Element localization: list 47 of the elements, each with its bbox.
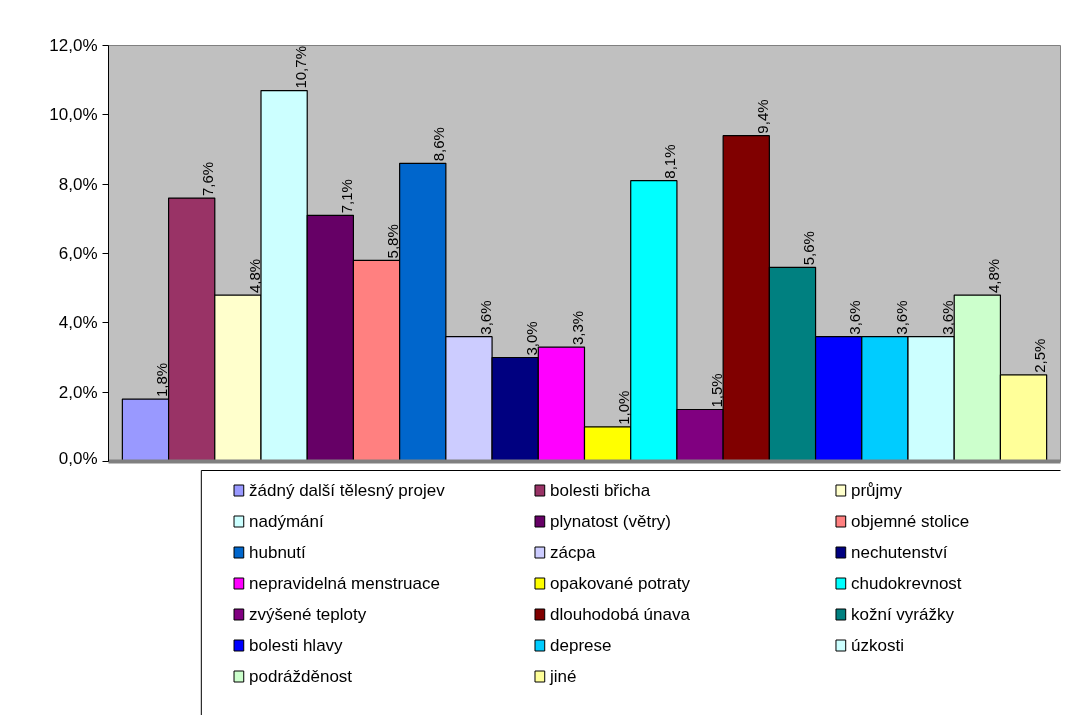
y-tick-label: 2,0%	[58, 382, 98, 402]
legend-label: opakované potraty	[550, 574, 691, 593]
data-label: 4,8%	[984, 258, 1002, 294]
data-label: 10,7%	[291, 46, 309, 89]
data-label: 3,6%	[476, 300, 494, 335]
data-label: 9,4%	[753, 99, 771, 134]
legend-label: podrážděnost	[249, 667, 353, 686]
legend-label: dlouhodobá únava	[550, 605, 691, 624]
legend-label: bolesti břicha	[550, 481, 651, 500]
legend-label: jiné	[549, 667, 577, 686]
data-label: 8,6%	[430, 127, 448, 162]
y-tick-label: 0,0%	[58, 448, 98, 468]
legend-label: bolesti hlavy	[249, 636, 344, 655]
legend-label: žádný další tělesný projev	[249, 481, 446, 500]
y-tick-label: 10,0%	[49, 105, 98, 125]
data-label: 1,5%	[707, 373, 725, 408]
data-label: 3,3%	[569, 310, 587, 346]
data-label: 5,6%	[800, 231, 818, 266]
data-label: 7,6%	[199, 161, 217, 197]
legend-label: průjmy	[851, 481, 903, 500]
legend-label: deprese	[550, 636, 612, 655]
data-label: 3,6%	[938, 300, 956, 335]
data-label: 2,5%	[1031, 338, 1049, 373]
data-label: 4,8%	[245, 258, 263, 294]
y-tick-label: 4,0%	[58, 313, 98, 333]
legend-label: nepravidelná menstruace	[249, 574, 440, 593]
legend-label: chudokrevnost	[851, 574, 962, 593]
data-label: 3,0%	[522, 321, 540, 356]
legend-label: zácpa	[550, 543, 596, 562]
data-label: 3,6%	[892, 300, 910, 335]
legend-label: nechutenství	[851, 543, 948, 562]
y-tick-label: 12,0%	[49, 36, 98, 55]
legend-label: objemné stolice	[851, 512, 970, 531]
data-label: 5,8%	[384, 224, 402, 259]
legend-label: hubnutí	[249, 543, 307, 562]
y-tick-label: 6,0%	[58, 244, 98, 263]
data-label: 1,8%	[153, 362, 171, 398]
data-label: 7,1%	[338, 179, 355, 214]
y-tick-label: 8,0%	[58, 174, 98, 194]
legend-label: kožní vyrážky	[851, 605, 955, 624]
legend-label: nadýmání	[249, 512, 324, 531]
data-label: 1,0%	[615, 390, 633, 425]
legend-label: plynatost (větry)	[550, 512, 671, 531]
data-label: 3,6%	[846, 300, 864, 335]
data-label: 8,1%	[661, 144, 679, 179]
legend-label: zvýšené teploty	[249, 605, 367, 624]
legend-label: úzkosti	[851, 636, 904, 655]
